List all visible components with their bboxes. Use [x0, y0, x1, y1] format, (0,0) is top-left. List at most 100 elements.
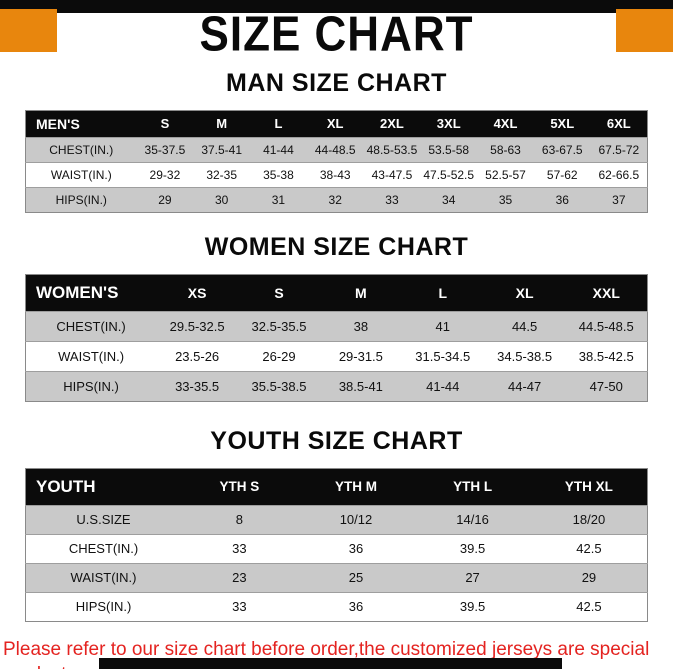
- size-column-header: YTH L: [414, 468, 531, 506]
- value-cell: 47-50: [565, 370, 648, 402]
- value-cell: 41: [401, 310, 484, 342]
- value-cell: 35-37.5: [136, 136, 194, 163]
- value-cell: 37: [590, 186, 648, 213]
- value-cell: 30: [193, 186, 251, 213]
- value-cell: 42.5: [530, 533, 648, 564]
- youth-size-table: YOUTH YTH S YTH M YTH L YTH XL U.S.SIZE 8 10/1…: [25, 467, 648, 622]
- size-column-header: M: [193, 110, 251, 138]
- youth-table-header: YOUTH YTH S YTH M YTH L YTH XL: [25, 468, 648, 506]
- men-size-table: MEN'S S M L XL 2XL 3XL 4XL 5XL 6XL CHEST(IN.) 35-3…: [25, 109, 648, 213]
- measurement-label-cell: HIPS(IN.): [25, 186, 137, 213]
- value-cell: 57-62: [533, 161, 591, 188]
- value-cell: 35-38: [250, 161, 307, 188]
- size-column-header: 3XL: [420, 110, 478, 138]
- value-cell: 52.5-57: [477, 161, 534, 188]
- measurement-label-cell: WAIST(IN.): [25, 161, 137, 188]
- women-size-section: WOMEN SIZE CHART WOMEN'S XS S M L XL XXL CHEST…: [0, 233, 673, 402]
- value-cell: 47.5-52.5: [420, 161, 478, 188]
- value-cell: 41-44: [401, 370, 484, 402]
- value-cell: 36: [297, 591, 415, 622]
- value-cell: 29: [530, 562, 648, 593]
- page-title-text: SIZE CHART: [199, 6, 474, 62]
- measurement-label-cell: U.S.SIZE: [25, 504, 182, 535]
- footer-disclaimer: Please refer to our size chart before or…: [0, 637, 673, 669]
- value-cell: 8: [181, 504, 298, 535]
- value-cell: 58-63: [477, 136, 534, 163]
- value-cell: 38-43: [306, 161, 364, 188]
- value-cell: 35.5-38.5: [238, 370, 320, 402]
- value-cell: 63-67.5: [533, 136, 591, 163]
- table-corner-header: YOUTH: [25, 468, 182, 506]
- value-cell: 35: [477, 186, 534, 213]
- value-cell: 10/12: [297, 504, 415, 535]
- value-cell: 44.5: [483, 310, 566, 342]
- value-cell: 32: [306, 186, 364, 213]
- size-column-header: XXL: [565, 274, 648, 312]
- measurement-label-cell: HIPS(IN.): [25, 591, 182, 622]
- table-row: CHEST(IN.) 29.5-32.5 32.5-35.5 38 41 44.5 44.5…: [25, 310, 648, 342]
- men-section-title: MAN SIZE CHART: [226, 68, 447, 97]
- value-cell: 67.5-72: [590, 136, 648, 163]
- value-cell: 23.5-26: [156, 340, 239, 372]
- table-row: HIPS(IN.) 33 36 39.5 42.5: [25, 591, 648, 622]
- size-column-header: XS: [156, 274, 239, 312]
- value-cell: 14/16: [414, 504, 531, 535]
- youth-section-title: YOUTH SIZE CHART: [210, 426, 463, 455]
- value-cell: 31: [250, 186, 307, 213]
- footer-disclaimer-line1: Please refer to our size chart before or…: [3, 638, 650, 669]
- header-row: MEN'S S M L XL 2XL 3XL 4XL 5XL 6XL: [25, 110, 648, 138]
- value-cell: 34: [420, 186, 478, 213]
- size-column-header: 6XL: [590, 110, 648, 138]
- measurement-label-cell: HIPS(IN.): [25, 370, 157, 402]
- value-cell: 41-44: [250, 136, 307, 163]
- size-column-header: L: [250, 110, 307, 138]
- value-cell: 53.5-58: [420, 136, 478, 163]
- value-cell: 33: [363, 186, 421, 213]
- table-row: CHEST(IN.) 35-37.5 37.5-41 41-44 44-48.5 48.5…: [25, 136, 648, 163]
- value-cell: 39.5: [414, 591, 531, 622]
- women-table-body: CHEST(IN.) 29.5-32.5 32.5-35.5 38 41 44.5 44.5…: [25, 310, 648, 402]
- size-column-header: S: [136, 110, 194, 138]
- measurement-label-cell: CHEST(IN.): [25, 136, 137, 163]
- size-column-header: YTH XL: [530, 468, 648, 506]
- value-cell: 33-35.5: [156, 370, 239, 402]
- men-size-section: MAN SIZE CHART MEN'S S M L XL 2XL 3XL 4XL 5XL 6XL…: [0, 69, 673, 213]
- value-cell: 38.5-42.5: [565, 340, 648, 372]
- value-cell: 31.5-34.5: [401, 340, 484, 372]
- men-table-body: CHEST(IN.) 35-37.5 37.5-41 41-44 44-48.5 48.5…: [25, 136, 648, 213]
- measurement-label-cell: CHEST(IN.): [25, 310, 157, 342]
- value-cell: 29-32: [136, 161, 194, 188]
- youth-size-section: YOUTH SIZE CHART YOUTH YTH S YTH M YTH L YTH…: [0, 427, 673, 622]
- bottom-black-bar: [99, 658, 562, 669]
- table-corner-header: MEN'S: [25, 110, 137, 138]
- size-column-header: XL: [483, 274, 566, 312]
- size-column-header: XL: [306, 110, 364, 138]
- value-cell: 44.5-48.5: [565, 310, 648, 342]
- value-cell: 32.5-35.5: [238, 310, 320, 342]
- value-cell: 38.5-41: [319, 370, 402, 402]
- orange-corner-right: [616, 9, 673, 52]
- value-cell: 29: [136, 186, 194, 213]
- value-cell: 37.5-41: [193, 136, 251, 163]
- measurement-label-cell: WAIST(IN.): [25, 562, 182, 593]
- women-size-table: WOMEN'S XS S M L XL XXL CHEST(IN.) 29.5-32.5 32.…: [25, 273, 648, 402]
- value-cell: 27: [414, 562, 531, 593]
- value-cell: 43-47.5: [363, 161, 421, 188]
- size-column-header: M: [319, 274, 402, 312]
- page-title: SIZE CHART: [0, 0, 673, 61]
- header-row: YOUTH YTH S YTH M YTH L YTH XL: [25, 468, 648, 506]
- size-column-header: L: [401, 274, 484, 312]
- table-row: WAIST(IN.) 23 25 27 29: [25, 562, 648, 593]
- value-cell: 38: [319, 310, 402, 342]
- table-corner-header: WOMEN'S: [25, 274, 157, 312]
- top-black-bar: [0, 0, 673, 13]
- size-column-header: YTH M: [297, 468, 415, 506]
- value-cell: 36: [297, 533, 415, 564]
- measurement-label-cell: CHEST(IN.): [25, 533, 182, 564]
- size-column-header: YTH S: [181, 468, 298, 506]
- value-cell: 23: [181, 562, 298, 593]
- table-row: HIPS(IN.) 29 30 31 32 33 34 35 36 37: [25, 186, 648, 213]
- value-cell: 29-31.5: [319, 340, 402, 372]
- value-cell: 33: [181, 533, 298, 564]
